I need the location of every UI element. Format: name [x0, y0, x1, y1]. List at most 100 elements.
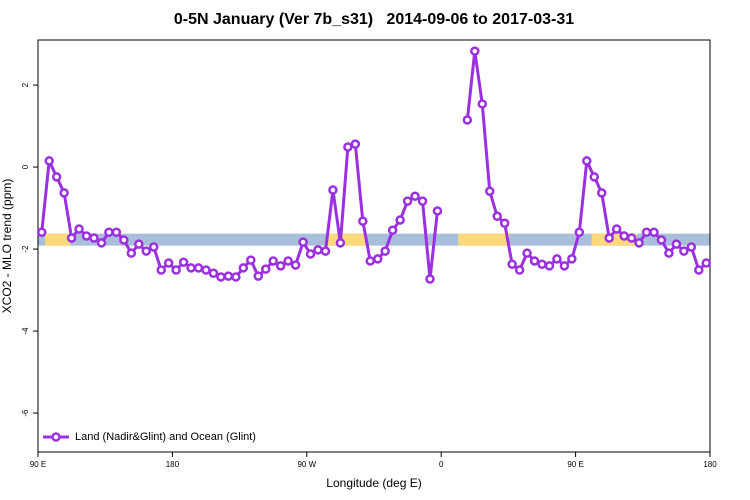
land-band [458, 233, 510, 246]
point [238, 263, 249, 273]
point [320, 246, 331, 256]
point [126, 248, 137, 258]
land-band [327, 233, 366, 246]
point [96, 238, 107, 248]
point [567, 254, 577, 264]
point [59, 188, 69, 198]
point [679, 246, 689, 256]
point [350, 139, 361, 149]
point [402, 196, 413, 206]
point [328, 185, 338, 195]
point [44, 156, 54, 166]
point [522, 248, 532, 258]
x-axis-label: Longitude (deg E) [326, 476, 421, 490]
point [395, 215, 405, 225]
point [649, 227, 659, 238]
point [290, 260, 301, 270]
point [148, 242, 159, 252]
point [246, 255, 256, 265]
point [544, 261, 555, 271]
y-axis-label: XCO2 - MLO trend (ppm) [0, 179, 14, 314]
point [514, 265, 525, 275]
point [634, 238, 644, 248]
point [253, 271, 264, 281]
point [701, 258, 712, 268]
land-band [45, 233, 71, 246]
point [425, 274, 435, 284]
point [529, 256, 540, 266]
point [141, 246, 152, 256]
point [484, 186, 495, 197]
point [134, 239, 144, 249]
point [298, 237, 308, 247]
point [626, 233, 637, 243]
point [119, 235, 129, 245]
point [372, 254, 383, 264]
point [462, 115, 473, 125]
point [268, 256, 278, 266]
y-tick-label: 0 [21, 164, 30, 169]
point [552, 254, 562, 264]
chart-title: 0-5N January (Ver 7b_s31) 2014-09-06 to … [174, 11, 574, 28]
y-tick-label: 2 [21, 82, 30, 87]
point [611, 224, 622, 234]
point [305, 249, 316, 259]
point [260, 264, 271, 274]
point [223, 271, 234, 281]
point [283, 256, 293, 266]
point [186, 263, 196, 273]
point [582, 156, 592, 166]
point [499, 218, 510, 228]
point [656, 235, 667, 245]
point [380, 246, 390, 256]
point [507, 259, 517, 269]
point [74, 224, 84, 234]
point [410, 191, 420, 201]
point [671, 239, 682, 249]
point [178, 257, 189, 267]
point [81, 231, 92, 241]
point [686, 242, 697, 252]
x-tick-label: 180 [166, 460, 180, 469]
point [156, 265, 166, 275]
point [66, 233, 77, 243]
point [335, 238, 346, 248]
point [163, 258, 174, 268]
point [589, 172, 600, 182]
point [664, 248, 674, 258]
legend-label: Land (Nadir&Glint) and Ocean (Glint) [75, 431, 256, 443]
x-tick-label: 90 W [297, 460, 316, 469]
x-tick-label: 180 [703, 460, 717, 469]
point [231, 272, 241, 282]
legend-marker [51, 432, 61, 442]
plot-frame [37, 39, 711, 453]
point [193, 263, 204, 273]
point [208, 268, 219, 279]
y-tick-label: -2 [21, 245, 30, 253]
point [477, 99, 488, 109]
point [36, 227, 47, 238]
point [537, 259, 547, 269]
point [89, 233, 99, 243]
point [492, 211, 502, 222]
point [574, 227, 585, 238]
point [432, 206, 443, 216]
point [596, 188, 607, 198]
y-tick-label: -4 [21, 327, 30, 335]
point [559, 261, 570, 271]
x-tick-label: 90 E [30, 460, 46, 469]
x-tick-label: 90 E [567, 460, 583, 469]
point [641, 227, 652, 238]
x-tick-label: 0 [439, 460, 444, 469]
point [619, 231, 629, 241]
point [365, 256, 376, 266]
point [111, 227, 122, 238]
point [313, 245, 323, 255]
point [216, 272, 226, 282]
point [171, 265, 181, 275]
point [358, 216, 368, 226]
point [51, 172, 62, 182]
point [417, 196, 428, 206]
ocean-band [38, 233, 710, 246]
